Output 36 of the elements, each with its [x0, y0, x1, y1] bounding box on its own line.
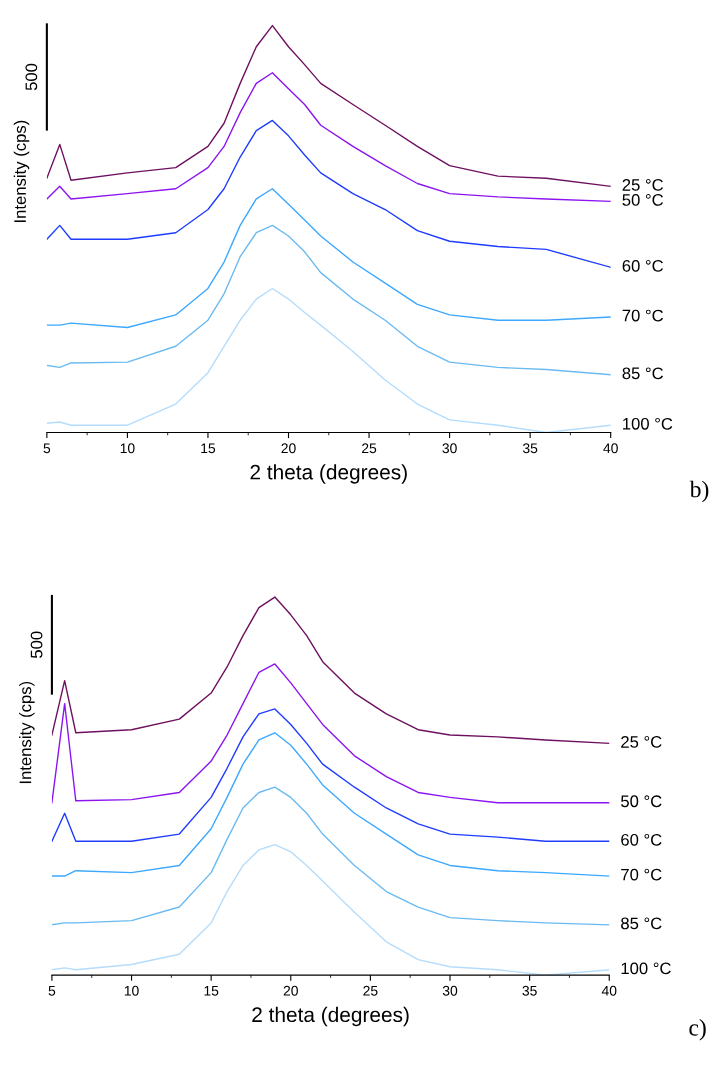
x-tick-label: 40	[603, 443, 618, 454]
x-tick-label: 25	[362, 443, 377, 454]
series-label: 85 °C	[622, 367, 664, 380]
x-tick-label: 35	[522, 443, 538, 454]
x-tick-label: 15	[201, 443, 216, 454]
x-tick-label: 10	[120, 443, 135, 454]
text: 500	[25, 63, 38, 91]
series-label: 25 °C	[621, 736, 662, 748]
series-label: 100 °C	[621, 962, 671, 975]
x-tick-label: 35	[522, 985, 537, 996]
x-tick-label: 40	[601, 985, 617, 996]
y-axis-title: Intensity (cps)	[19, 681, 35, 784]
series-label: 25 °C	[622, 179, 664, 191]
x-tick-label: 10	[124, 985, 139, 996]
x-axis-title: 2 theta (degrees)	[250, 464, 407, 484]
x-tick-label: 15	[204, 986, 219, 996]
text: b)	[689, 480, 709, 503]
series-label: 70 °C	[621, 868, 662, 881]
x-tick-label: 5	[48, 986, 56, 996]
series-label: 50 °C	[621, 795, 662, 808]
x-tick-label: 20	[281, 443, 296, 454]
x-tick-label: 30	[442, 985, 458, 996]
series-label: 60 °C	[621, 833, 662, 846]
series-label: 100 °C	[623, 417, 673, 430]
x-tick-label: 20	[283, 985, 298, 996]
x-tick-label: 25	[363, 985, 378, 996]
x-tick-label: 5	[43, 443, 51, 454]
x-axis-title: 2 theta (degrees)	[252, 1006, 409, 1027]
series-label: 70 °C	[622, 309, 664, 322]
series-label: 50 °C	[622, 194, 664, 206]
text: c)	[689, 1019, 706, 1041]
series-label: 60 °C	[622, 259, 664, 272]
y-axis-title: Intensity (cps)	[13, 120, 30, 222]
x-tick-label: 30	[442, 443, 457, 454]
text: 500	[30, 631, 43, 659]
series-label: 85 °C	[621, 917, 662, 930]
